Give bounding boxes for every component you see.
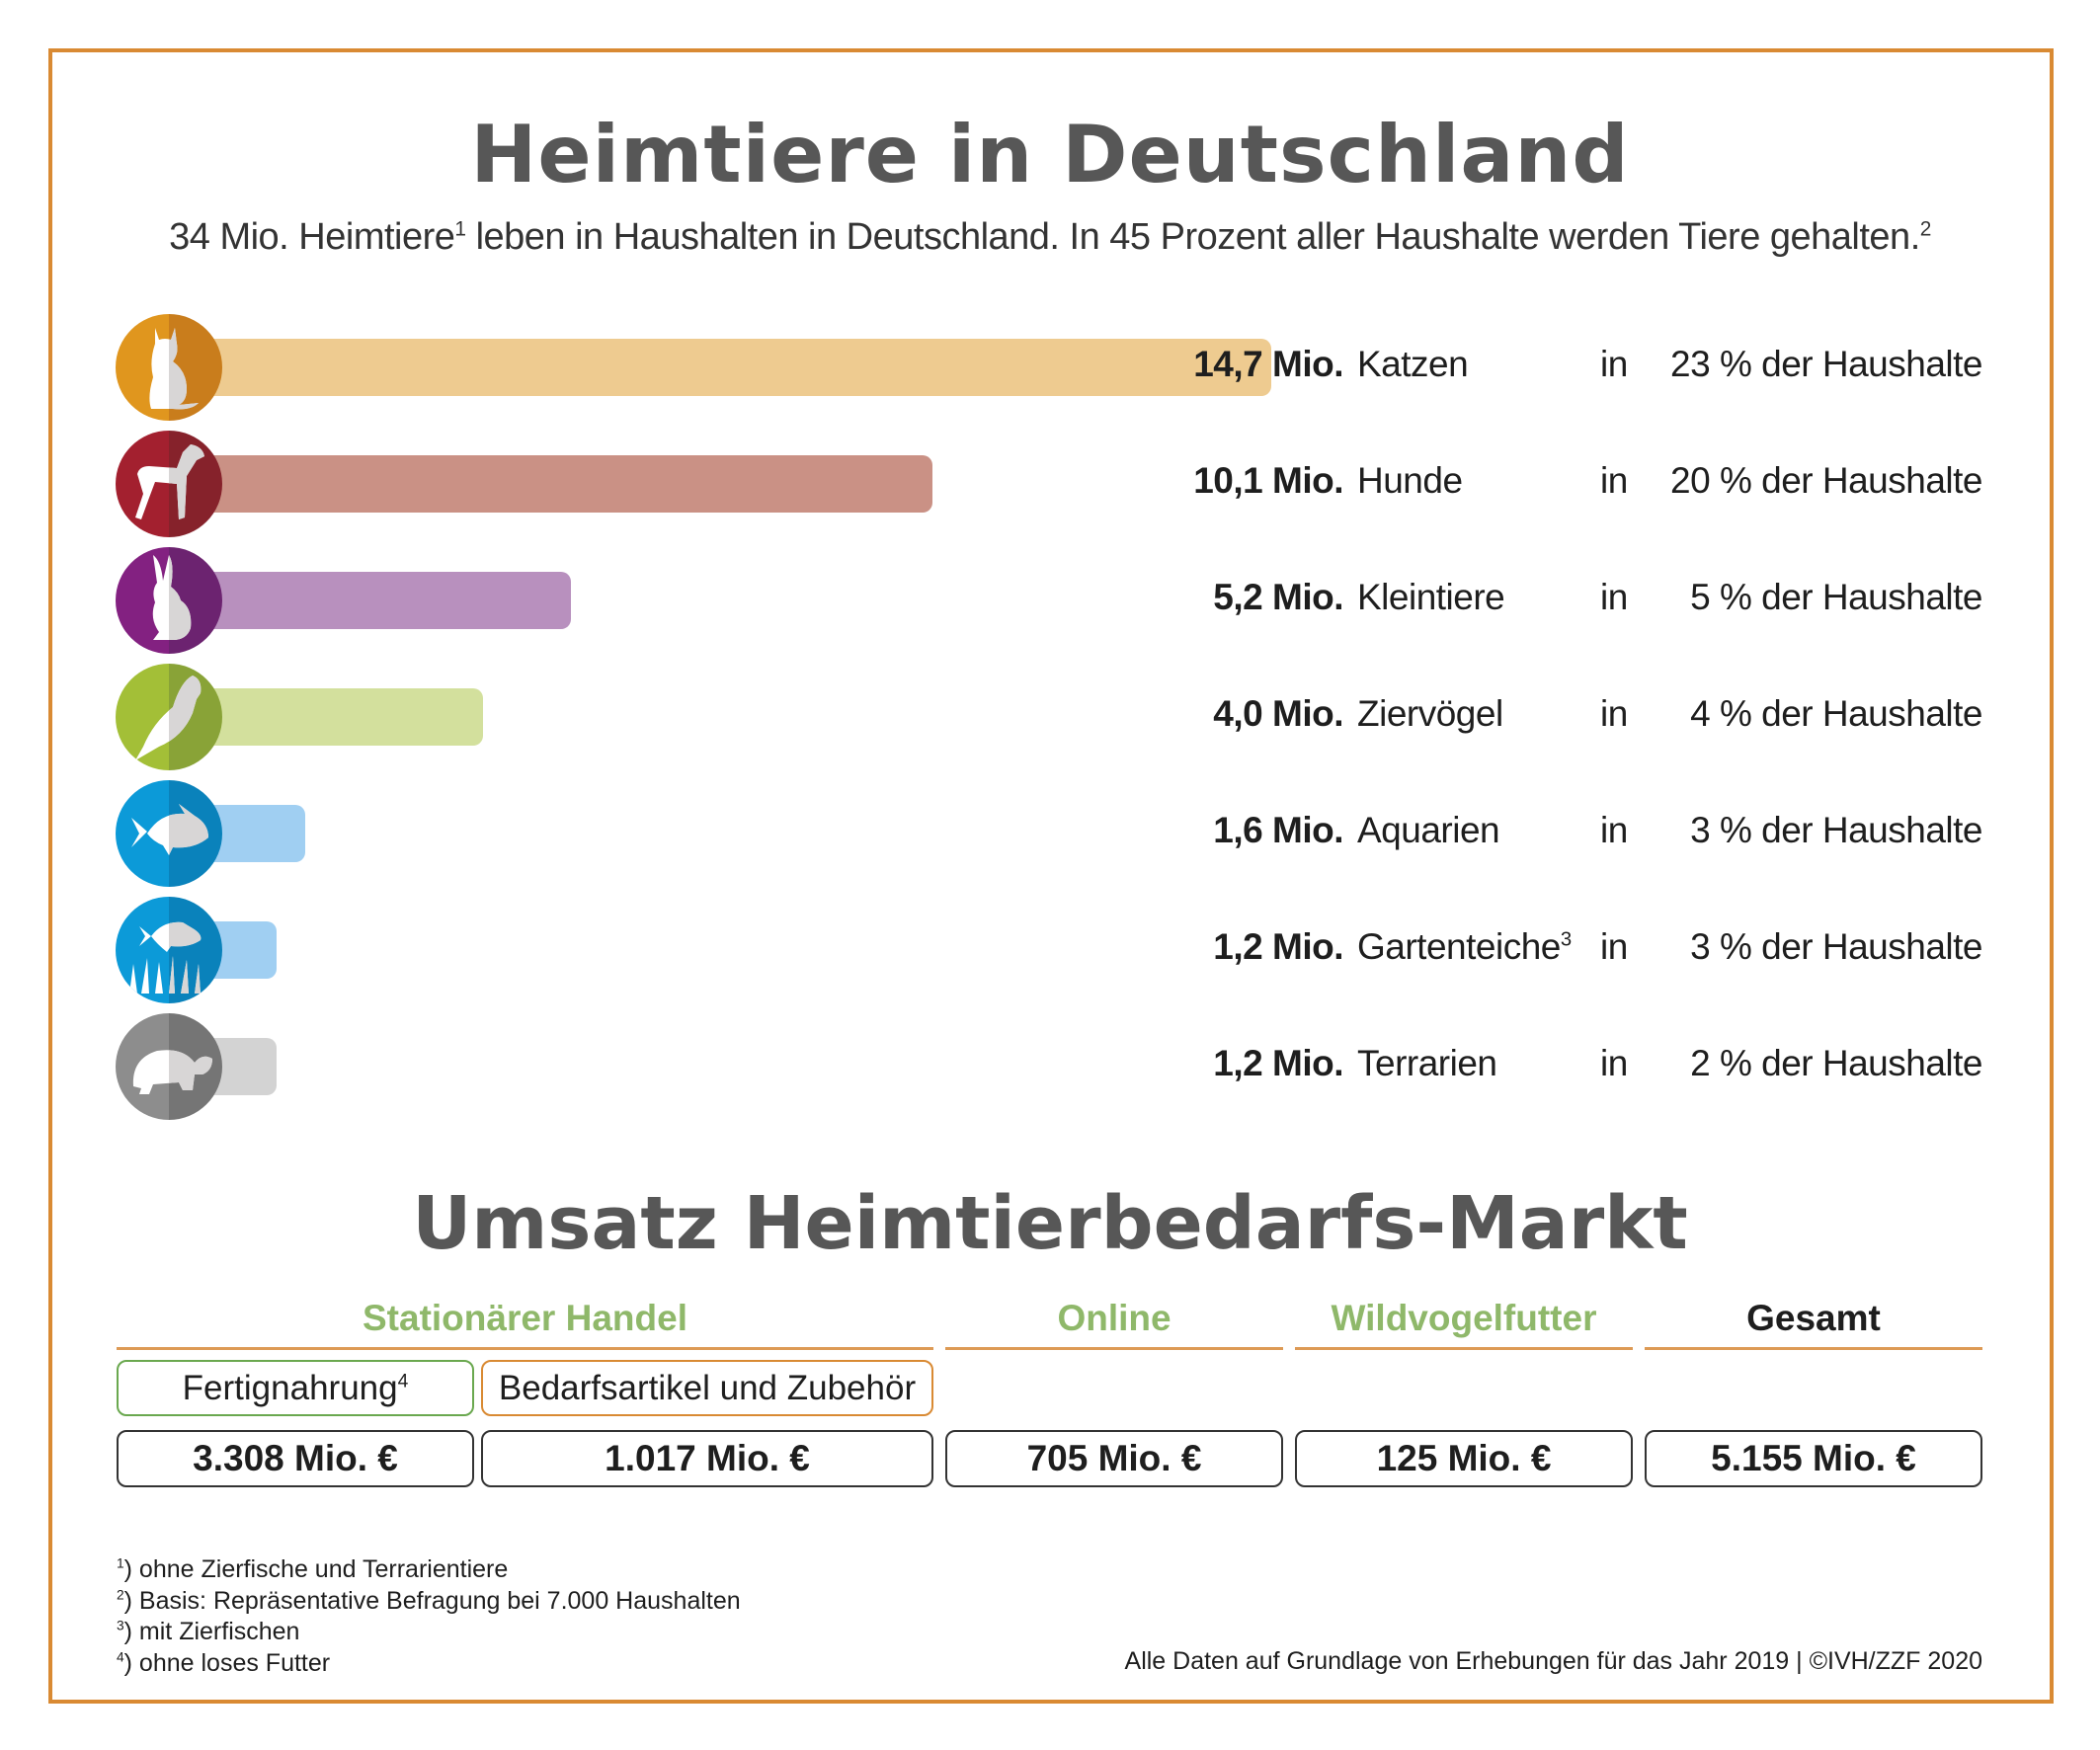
rabbit-icon (116, 547, 222, 654)
category-label: Gartenteiche3 (1357, 926, 1594, 968)
row-text: 10,1 Mio. Hunde in 20 % der Haushalte (1166, 460, 1982, 502)
footnote-text: ) mit Zierfischen (123, 1618, 300, 1645)
value-online: 705 Mio. € (945, 1430, 1283, 1487)
pond-fish-icon (116, 897, 222, 1003)
in-label: in (1600, 926, 1628, 967)
chart-row-gartenteiche: 1,2 Mio. Gartenteiche3 in 3 % der Hausha… (0, 895, 2100, 1003)
household-share: 23 % der Haushalte (1670, 344, 1982, 384)
footnote-ref: 2 (1919, 217, 1932, 241)
footnote-number: 3 (117, 1618, 124, 1633)
bar-ziervögel (188, 688, 483, 746)
chart-row-terrarien: 1,2 Mio. Terrarien in 2 % der Haushalte (0, 1011, 2100, 1120)
household-share: 3 % der Haushalte (1690, 810, 1982, 850)
bar-katzen (188, 339, 1271, 396)
market-title: Umsatz Heimtierbedarfs-Markt (412, 1181, 1688, 1266)
subcategory-label: Bedarfsartikel und Zubehör (498, 1369, 917, 1407)
category-name: Ziervögel (1357, 693, 1503, 734)
footnote-text: ) ohne Zierfische und Terrarientiere (123, 1555, 509, 1583)
source-note: Alle Daten auf Grundlage von Erhebungen … (1124, 1647, 1982, 1675)
dog-icon (116, 431, 222, 537)
bar-kleintiere (188, 572, 572, 629)
in-label: in (1600, 460, 1628, 501)
in-label: in (1600, 810, 1628, 850)
parrot-icon (116, 664, 222, 770)
chart-row-hunde: 10,1 Mio. Hunde in 20 % der Haushalte (0, 429, 2100, 537)
in-label: in (1600, 1043, 1628, 1083)
row-text: 5,2 Mio. Kleintiere in 5 % der Haushalte (1166, 577, 1982, 618)
value-wildvogelfutter: 125 Mio. € (1295, 1430, 1633, 1487)
footnote-ref: 3 (1560, 928, 1572, 951)
in-label: in (1600, 577, 1628, 617)
category-name: Kleintiere (1357, 577, 1505, 617)
chart-row-aquarien: 1,6 Mio. Aquarien in 3 % der Haushalte (0, 778, 2100, 887)
value-label: 4,0 Mio. (1213, 693, 1343, 734)
footnote-3: 3) mit Zierfischen (117, 1618, 299, 1646)
in-label: in (1600, 344, 1628, 384)
value-label: 1,6 Mio. (1213, 810, 1343, 850)
category-name: Gartenteiche (1357, 926, 1561, 967)
category-name: Hunde (1357, 460, 1463, 501)
main-title: Heimtiere in Deutschland (470, 109, 1630, 200)
fish-icon (116, 780, 222, 887)
column-header-wildvogelfutter: Wildvogelfutter (1295, 1298, 1633, 1350)
column-header-online: Online (945, 1298, 1283, 1350)
household-share: 5 % der Haushalte (1690, 577, 1982, 617)
category-name: Katzen (1357, 344, 1469, 384)
footnote-text: ) ohne loses Futter (123, 1649, 331, 1677)
subcategory-label: Fertignahrung (182, 1369, 398, 1407)
infographic-frame (48, 48, 2054, 1704)
footnote-4: 4) ohne loses Futter (117, 1649, 330, 1678)
footnote-ref: 1 (454, 217, 466, 241)
household-share: 2 % der Haushalte (1690, 1043, 1982, 1083)
value-label: 10,1 Mio. (1193, 460, 1343, 501)
category-label: Ziervögel (1357, 693, 1594, 735)
in-label: in (1600, 693, 1628, 734)
household-share: 3 % der Haushalte (1690, 926, 1982, 967)
footnote-1: 1) ohne Zierfische und Terrarientiere (117, 1555, 508, 1584)
row-text: 4,0 Mio. Ziervögel in 4 % der Haushalte (1166, 693, 1982, 735)
footnote-number: 2 (117, 1587, 124, 1603)
value-gesamt: 5.155 Mio. € (1645, 1430, 1982, 1487)
value-bedarfsartikel: 1.017 Mio. € (481, 1430, 933, 1487)
chart-row-kleintiere: 5,2 Mio. Kleintiere in 5 % der Haushalte (0, 545, 2100, 654)
column-header-stationaer: Stationärer Handel (117, 1298, 933, 1350)
row-text: 1,2 Mio. Gartenteiche3 in 3 % der Hausha… (1166, 926, 1982, 968)
chart-row-katzen: 14,7 Mio. Katzen in 23 % der Haushalte (0, 312, 2100, 421)
footnote-number: 4 (117, 1649, 124, 1665)
value-label: 5,2 Mio. (1213, 577, 1343, 617)
row-text: 1,6 Mio. Aquarien in 3 % der Haushalte (1166, 810, 1982, 851)
subtitle-text: 34 Mio. Heimtiere (169, 216, 455, 258)
row-text: 1,2 Mio. Terrarien in 2 % der Haushalte (1166, 1043, 1982, 1084)
bar-hunde (188, 455, 932, 513)
category-label: Hunde (1357, 460, 1594, 502)
value-label: 1,2 Mio. (1213, 926, 1343, 967)
household-share: 20 % der Haushalte (1670, 460, 1982, 501)
footnote-ref: 4 (397, 1371, 409, 1392)
cat-icon (116, 314, 222, 421)
footnote-text: ) Basis: Repräsentative Befragung bei 7.… (123, 1587, 741, 1615)
subcategory-bedarfsartikel: Bedarfsartikel und Zubehör (481, 1360, 933, 1416)
footnote-number: 1 (117, 1555, 124, 1571)
category-name: Terrarien (1357, 1043, 1497, 1083)
row-text: 14,7 Mio. Katzen in 23 % der Haushalte (1166, 344, 1982, 385)
subtitle: 34 Mio. Heimtiere1 leben in Haushalten i… (59, 215, 2041, 259)
column-header-gesamt: Gesamt (1645, 1298, 1982, 1350)
value-fertignahrung: 3.308 Mio. € (117, 1430, 474, 1487)
chart-row-ziervögel: 4,0 Mio. Ziervögel in 4 % der Haushalte (0, 662, 2100, 770)
household-share: 4 % der Haushalte (1690, 693, 1982, 734)
footnote-2: 2) Basis: Repräsentative Befragung bei 7… (117, 1587, 741, 1616)
category-name: Aquarien (1357, 810, 1500, 850)
value-label: 14,7 Mio. (1193, 344, 1343, 384)
subcategory-fertignahrung: Fertignahrung4 (117, 1360, 474, 1416)
category-label: Terrarien (1357, 1043, 1594, 1084)
category-label: Katzen (1357, 344, 1594, 385)
category-label: Kleintiere (1357, 577, 1594, 618)
value-label: 1,2 Mio. (1213, 1043, 1343, 1083)
subtitle-text: leben in Haushalten in Deutschland. In 4… (465, 216, 1921, 258)
turtle-icon (116, 1013, 222, 1120)
category-label: Aquarien (1357, 810, 1594, 851)
